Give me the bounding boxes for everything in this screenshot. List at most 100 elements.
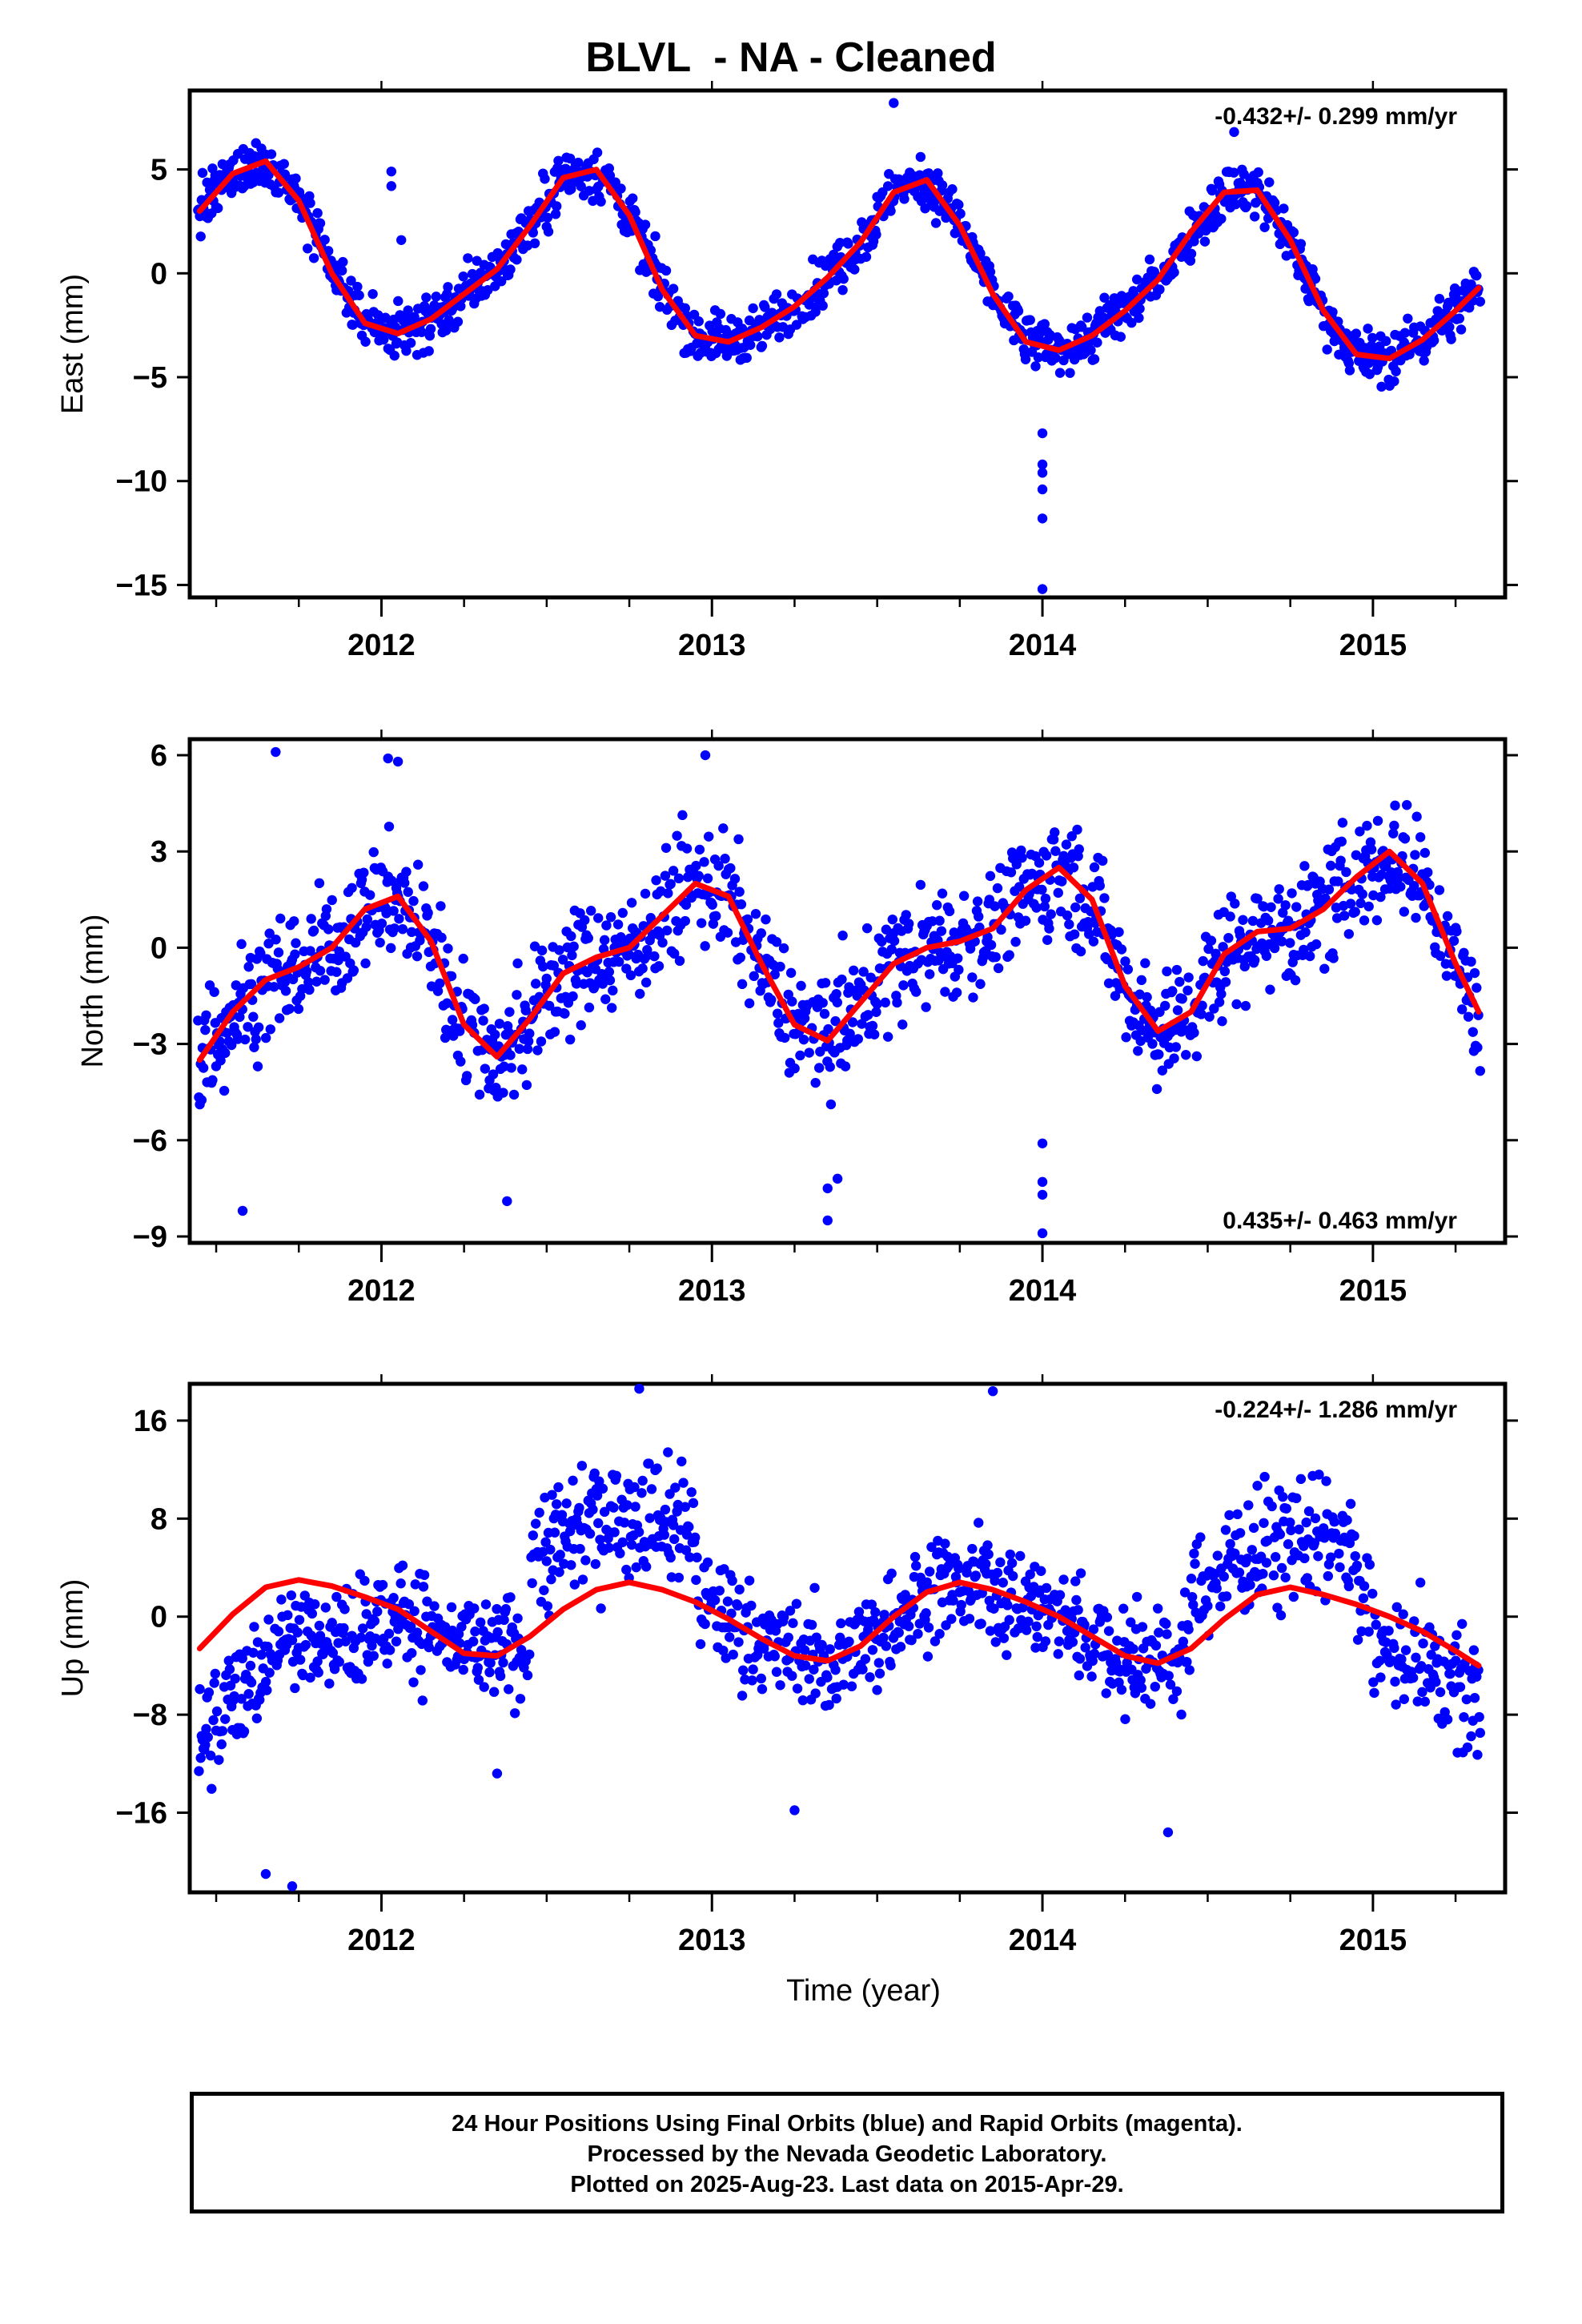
daily-position-point [680,915,690,927]
daily-position-point [1415,832,1426,842]
daily-position-point [660,1504,671,1515]
daily-position-point [640,977,652,988]
daily-position-point [536,945,548,956]
daily-position-point [1469,967,1480,979]
daily-position-point [260,1676,271,1687]
daily-position-point [756,928,767,939]
daily-position-point [505,264,516,275]
daily-position-point [388,1593,399,1603]
daily-position-point [273,187,284,198]
daily-position-point [1327,307,1338,317]
daily-position-point [1042,935,1053,945]
daily-position-point [324,1679,335,1689]
daily-position-point [1295,1474,1307,1485]
daily-position-point [378,334,389,345]
daily-position-point [1184,1665,1195,1675]
daily-position-point [1014,882,1025,892]
daily-position-point [538,961,548,972]
daily-position-point [528,227,538,238]
daily-position-point [1310,1513,1321,1524]
daily-position-point [893,1627,904,1638]
daily-position-point [968,992,978,1003]
daily-position-point [644,1458,654,1469]
daily-position-point [1269,198,1280,208]
daily-position-point [1337,818,1348,828]
daily-position-point [1300,927,1311,938]
daily-position-point [1009,850,1019,862]
daily-position-point [1475,1066,1486,1076]
daily-position-point [1232,1509,1243,1520]
daily-position-point [811,1632,821,1642]
daily-position-point [1376,381,1387,392]
daily-position-point [454,1026,465,1036]
daily-position-point [899,194,909,204]
daily-position-point [405,338,416,348]
daily-position-point [1190,1558,1200,1569]
daily-position-point [692,1552,702,1563]
daily-position-point [830,1665,841,1675]
daily-position-point [404,1599,415,1610]
daily-position-point [1249,211,1260,222]
daily-position-point [574,1502,584,1514]
daily-position-point [422,1596,432,1606]
daily-position-point [737,1691,748,1701]
daily-position-point [958,891,970,901]
daily-position-point [974,1518,984,1528]
daily-position-point [1271,1552,1281,1562]
daily-position-point [416,327,427,337]
daily-position-point [608,1502,619,1513]
daily-position-point [1390,1676,1400,1687]
daily-position-point [849,264,860,275]
daily-position-point [557,955,568,965]
daily-position-point [627,193,638,203]
daily-position-point [339,1604,350,1614]
daily-position-point [1041,1582,1052,1594]
daily-position-point [1203,1601,1213,1611]
daily-position-point [446,971,457,982]
daily-position-point [331,1591,342,1602]
daily-position-point [825,1644,835,1655]
daily-position-point [1295,239,1307,249]
daily-position-point [1343,358,1355,368]
daily-position-point [728,1649,738,1660]
daily-position-point [982,1540,993,1550]
daily-position-point [409,1606,420,1617]
x-tick-label: 2013 [678,629,746,662]
daily-position-point [291,173,301,184]
daily-position-point [273,1626,284,1637]
outlier-point [634,1384,644,1394]
daily-position-point [1259,1471,1270,1482]
daily-position-point [663,1447,673,1458]
daily-position-point [984,895,995,905]
daily-position-point [376,919,387,929]
daily-position-point [1319,963,1330,974]
daily-position-point [1389,820,1399,831]
daily-position-point [680,1502,690,1512]
outlier-point [1037,459,1048,470]
daily-position-point [801,1660,811,1671]
outlier-point [789,1805,800,1815]
daily-position-point [694,844,705,855]
outlier-point [1229,127,1239,138]
daily-position-point [725,1632,735,1642]
daily-position-point [321,904,332,915]
daily-position-point [953,953,963,963]
daily-position-point [1086,1671,1097,1682]
daily-position-point [412,1627,423,1638]
daily-position-point [852,991,862,1001]
daily-position-point [1211,948,1221,959]
daily-position-point [522,1043,533,1055]
daily-position-point [741,352,752,364]
y-tick-label: 5 [151,154,167,187]
daily-position-point [347,883,357,893]
daily-position-point [550,209,561,219]
daily-position-point [651,875,661,886]
daily-position-point [1342,1515,1352,1526]
daily-position-point [577,1574,588,1585]
daily-position-point [1116,944,1127,955]
daily-position-point [436,901,446,911]
daily-position-point [1278,907,1288,918]
daily-position-point [425,324,436,334]
daily-position-point [1006,1558,1018,1569]
